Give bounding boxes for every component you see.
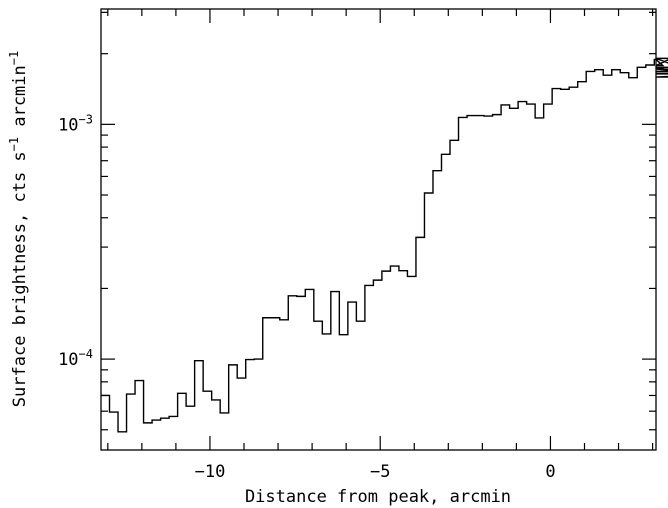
x-tick-label: −5: [370, 462, 390, 482]
y-axis-label: Surface brightness, cts s−1 arcmin−1: [7, 51, 30, 407]
y-axis-label-sup1: −1: [7, 137, 21, 151]
y-tick-label: 10−3: [58, 112, 93, 135]
y-tick-label: 10−4: [58, 347, 93, 370]
y-tick-label-base: 10: [58, 115, 78, 135]
y-tick-labels: 10−410−3: [58, 112, 93, 370]
x-tick-labels: −10 −5 0: [195, 462, 556, 482]
axis-ticks: [101, 9, 656, 450]
x-axis-label: Distance from peak, arcmin: [245, 487, 511, 507]
y-axis-label-main: Surface brightness, cts s: [10, 151, 30, 407]
x-tick-label: −10: [195, 462, 226, 482]
y-axis-label-sup2: −1: [7, 51, 21, 65]
y-tick-label-exponent: −4: [79, 347, 93, 361]
plot-frame: [100, 8, 657, 451]
y-tick-label-exponent: −3: [79, 112, 93, 126]
x-tick-label: 0: [545, 462, 555, 482]
y-tick-label-base: 10: [58, 350, 78, 370]
histogram-line: [101, 57, 668, 433]
y-axis-label-mid: arcmin: [10, 65, 30, 137]
